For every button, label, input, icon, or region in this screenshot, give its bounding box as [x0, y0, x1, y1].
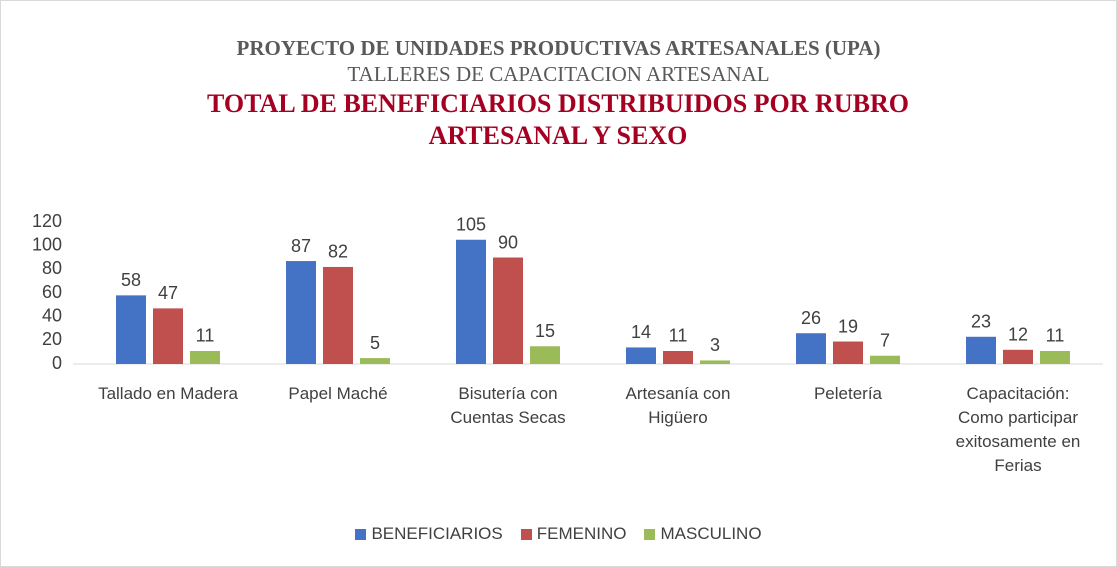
- data-label: 23: [971, 312, 991, 332]
- bar: [626, 347, 656, 364]
- bar: [153, 308, 183, 364]
- data-label: 5: [370, 333, 380, 353]
- bar: [1003, 349, 1033, 364]
- bar: [286, 261, 316, 364]
- bar: [456, 239, 486, 364]
- data-label: 26: [801, 308, 821, 328]
- chart-title: PROYECTO DE UNIDADES PRODUCTIVAS ARTESAN…: [236, 36, 881, 60]
- bar: [796, 333, 826, 364]
- x-tick-label: Peletería: [813, 384, 883, 403]
- data-label: 15: [535, 321, 555, 341]
- legend: BENEFICIARIOS FEMENINO MASCULINO: [0, 524, 1117, 544]
- bar: [116, 295, 146, 364]
- legend-swatch: [644, 528, 656, 540]
- legend-item: MASCULINO: [644, 524, 762, 544]
- data-label: 14: [631, 322, 651, 342]
- data-label: 90: [498, 232, 518, 252]
- data-label: 12: [1008, 325, 1028, 345]
- x-tick-label: Artesanía con Higüero: [625, 384, 731, 427]
- bar: [833, 341, 863, 364]
- bar: [1040, 350, 1070, 364]
- y-tick-label: 60: [42, 282, 62, 302]
- data-label: 87: [291, 236, 311, 256]
- x-tick-label: Bisutería con Cuentas Secas: [450, 384, 566, 427]
- data-label: 82: [328, 242, 348, 262]
- bar: [360, 358, 390, 364]
- y-tick-label: 100: [32, 234, 62, 254]
- legend-swatch: [355, 528, 367, 540]
- chart-subtitle: TALLERES DE CAPACITACION ARTESANAL: [347, 62, 770, 86]
- legend-item: BENEFICIARIOS: [355, 524, 503, 544]
- legend-label: MASCULINO: [660, 524, 762, 543]
- y-tick-label: 80: [42, 258, 62, 278]
- x-tick-label: Tallado en Madera: [98, 384, 238, 403]
- bar: [700, 360, 730, 364]
- x-tick-label: Capacitación: Como participar exitosamen…: [955, 384, 1081, 475]
- data-label: 19: [838, 316, 858, 336]
- data-label: 11: [669, 326, 688, 346]
- data-label: 47: [158, 283, 178, 303]
- legend-item: FEMENINO: [520, 524, 627, 544]
- legend-label: BENEFICIARIOS: [371, 524, 503, 543]
- data-label: 105: [456, 215, 486, 235]
- data-label: 7: [880, 330, 890, 350]
- y-tick-label: 40: [42, 305, 62, 325]
- legend-label: FEMENINO: [536, 524, 627, 543]
- bar: [530, 346, 560, 364]
- y-tick-label: 20: [42, 329, 62, 349]
- x-tick-label: Papel Maché: [288, 384, 388, 403]
- data-label: 58: [121, 270, 141, 290]
- bar: [190, 350, 220, 364]
- bar: [323, 266, 353, 364]
- chart-heading: TOTAL DE BENEFICIARIOS DISTRIBUIDOS POR …: [207, 89, 909, 150]
- data-label: 3: [710, 335, 720, 355]
- legend-swatch: [520, 528, 532, 540]
- bar: [966, 336, 996, 364]
- data-label: 11: [1046, 326, 1065, 346]
- y-tick-label: 120: [32, 211, 62, 231]
- bar: [663, 350, 693, 364]
- bar: [493, 257, 523, 364]
- bar: [870, 355, 900, 364]
- y-tick-label: 0: [52, 353, 62, 373]
- data-label: 11: [196, 326, 215, 346]
